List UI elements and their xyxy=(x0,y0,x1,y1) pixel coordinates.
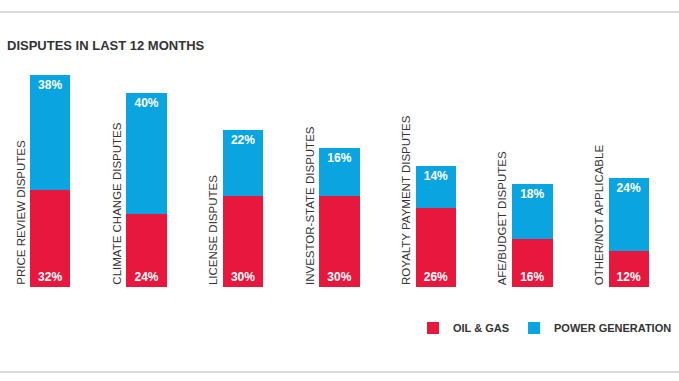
svg-text:OIL & GAS: OIL & GAS xyxy=(453,322,509,334)
svg-text:16%: 16% xyxy=(520,270,544,284)
svg-text:AFE/BUDGET DISPUTES: AFE/BUDGET DISPUTES xyxy=(496,151,508,285)
svg-text:OTHER/NOT APPLICABLE: OTHER/NOT APPLICABLE xyxy=(593,145,605,286)
svg-text:POWER GENERATION: POWER GENERATION xyxy=(554,322,671,334)
svg-text:INVESTOR-STATE DISPUTES: INVESTOR-STATE DISPUTES xyxy=(304,126,316,285)
svg-text:26%: 26% xyxy=(424,270,448,284)
svg-text:PRICE REVIEW DISPUTES: PRICE REVIEW DISPUTES xyxy=(15,140,27,285)
svg-text:14%: 14% xyxy=(424,169,448,183)
svg-text:38%: 38% xyxy=(38,78,62,92)
svg-text:24%: 24% xyxy=(134,270,158,284)
svg-text:30%: 30% xyxy=(231,270,255,284)
svg-text:16%: 16% xyxy=(327,151,351,165)
svg-text:22%: 22% xyxy=(231,133,255,147)
svg-text:40%: 40% xyxy=(134,96,158,110)
svg-text:32%: 32% xyxy=(38,270,62,284)
svg-text:LICENSE DISPUTES: LICENSE DISPUTES xyxy=(207,175,219,285)
svg-text:18%: 18% xyxy=(520,187,544,201)
svg-text:DISPUTES IN LAST 12 MONTHS: DISPUTES IN LAST 12 MONTHS xyxy=(7,38,205,53)
svg-text:24%: 24% xyxy=(617,181,641,195)
svg-text:12%: 12% xyxy=(617,270,641,284)
svg-text:CLIMATE CHANGE DISPUTES: CLIMATE CHANGE DISPUTES xyxy=(111,122,123,284)
svg-text:30%: 30% xyxy=(327,270,351,284)
svg-text:ROYALTY PAYMENT DISPUTES: ROYALTY PAYMENT DISPUTES xyxy=(400,115,412,285)
